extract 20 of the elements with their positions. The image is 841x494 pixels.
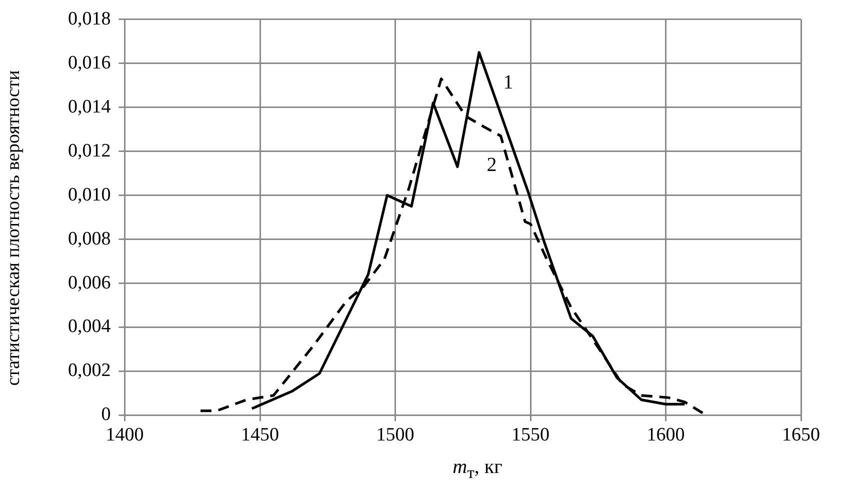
y-axis-title: статистическая плотность вероятности bbox=[2, 69, 25, 388]
x-tick-label: 1500 bbox=[376, 424, 414, 446]
y-tick-label: 0,012 bbox=[68, 140, 111, 162]
x-tick-label: 1550 bbox=[512, 424, 550, 446]
x-tick-label: 1400 bbox=[106, 424, 144, 446]
y-tick-label: 0,016 bbox=[68, 52, 111, 74]
x-tick-label: 1650 bbox=[782, 424, 820, 446]
x-axis-title: m$_{т}$, кг bbox=[452, 456, 504, 483]
y-tick-label: 0,014 bbox=[68, 96, 112, 118]
y-tick-label: 0 bbox=[101, 404, 111, 426]
y-tick-label: 0,008 bbox=[68, 228, 111, 250]
y-tick-label: 0,002 bbox=[68, 360, 111, 382]
y-tick-label: 0,006 bbox=[68, 272, 111, 294]
y-tick-label: 0,018 bbox=[68, 8, 111, 30]
y-tick-label: 0,004 bbox=[68, 316, 112, 338]
series-label: 1 bbox=[503, 71, 514, 94]
y-tick-label: 0,010 bbox=[68, 184, 111, 206]
x-tick-label: 1450 bbox=[241, 424, 279, 446]
series-label: 2 bbox=[486, 154, 497, 176]
x-tick-label: 1600 bbox=[646, 424, 685, 446]
